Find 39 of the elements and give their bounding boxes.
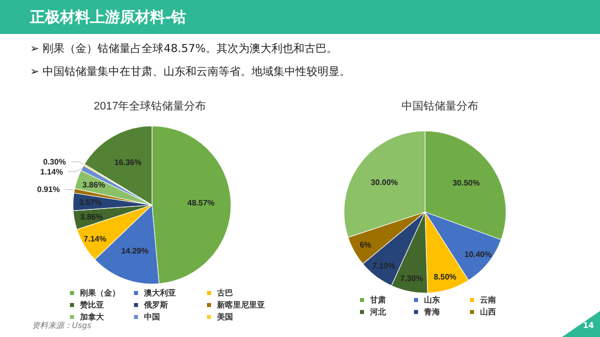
legend-label: 青海 (423, 308, 440, 316)
text: ➢ 中国钴储量集中在甘肃、山东和云南等省。地域集中性较明显。 (30, 64, 351, 79)
legend-label: 云南 (480, 296, 496, 304)
legend-label: 赞比亚 (79, 300, 104, 310)
data-label: 30.50% (452, 178, 480, 188)
text: 正极材料上游原材料-钴 (0, 0, 600, 34)
legend-label: 山东 (424, 296, 440, 304)
legend-label: 澳大利亚 (143, 288, 176, 298)
legend-label: 加拿大 (79, 312, 105, 322)
data-label: 30.00% (370, 178, 398, 188)
text: 资料来源：Usgs (32, 321, 92, 331)
data-label: 16.36% (114, 158, 142, 167)
data-label: 0.30% (43, 157, 66, 166)
text: 14 (562, 311, 600, 337)
legend-label: 美国 (216, 312, 233, 322)
data-label: 14.29% (121, 246, 148, 256)
data-label: 10.40% (464, 250, 492, 260)
data-label: 3.86% (82, 180, 106, 190)
legend-label: 俄罗斯 (143, 300, 168, 310)
text: ➢ 刚果（金）钴储量占全球48.57%。其次为澳大利也和古巴。 (30, 41, 338, 56)
chart-title: 2017年全球钴储量分布 (94, 100, 206, 112)
legend-label: 新喀里尼里亚 (216, 300, 265, 310)
data-label: 6% (360, 240, 372, 250)
legend-label: 中国 (144, 312, 160, 322)
data-label: 3.86% (80, 212, 103, 222)
data-label: 7.10% (372, 262, 396, 271)
chart-title: 中国钴储量分布 (402, 100, 478, 112)
data-label: 7.30% (400, 274, 423, 284)
data-label: 0.91% (37, 185, 60, 194)
data-label: 7.14% (84, 234, 106, 244)
data-label: 1.14% (40, 167, 63, 176)
data-label: 8.50% (434, 272, 456, 282)
legend-label: 河北 (369, 308, 387, 316)
legend-label: 山西 (480, 308, 496, 316)
legend-label: 刚果（金） (80, 288, 120, 298)
data-label: 48.57% (187, 198, 214, 208)
data-label: 3.57% (79, 198, 102, 208)
legend-label: 古巴 (216, 288, 233, 298)
legend-label: 甘肃 (369, 296, 386, 304)
